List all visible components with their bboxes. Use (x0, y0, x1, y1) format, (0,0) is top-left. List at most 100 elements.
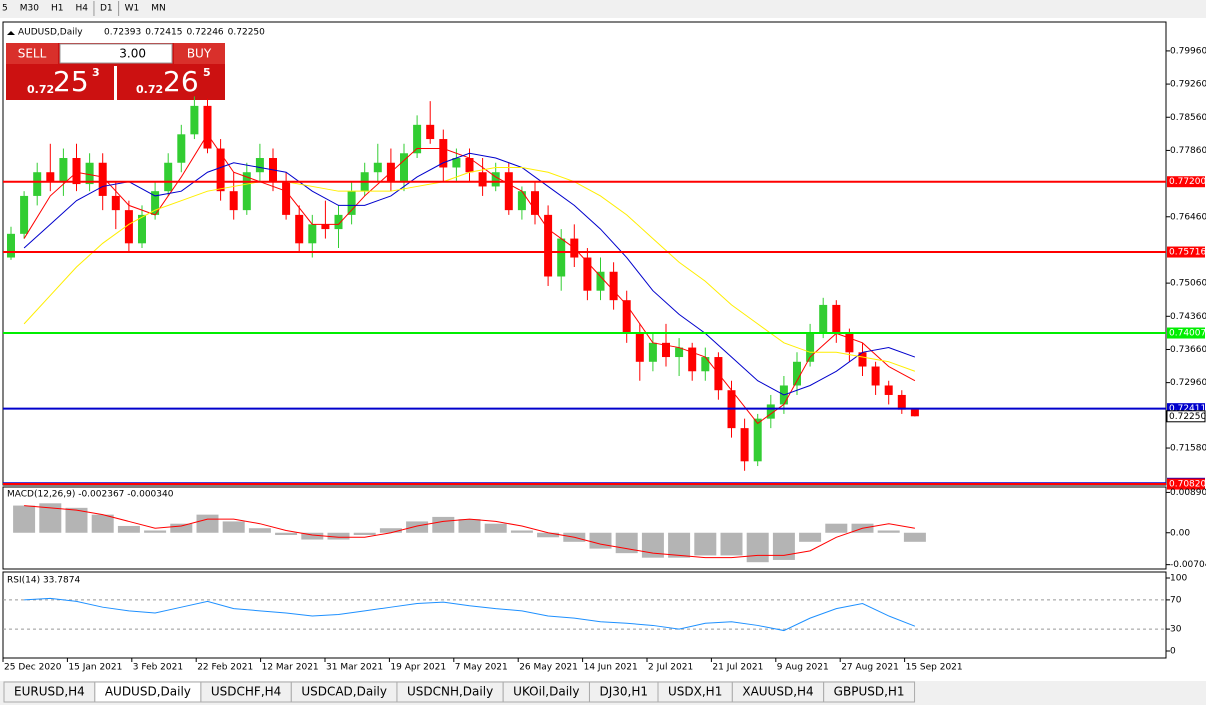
candle-body (871, 366, 880, 386)
tab[interactable]: DJ30,H1 (588, 681, 659, 703)
candle-body (177, 134, 186, 163)
timeframe[interactable]: H1 (51, 4, 64, 14)
tab-label: USDCHF,H4 (211, 685, 281, 699)
tab[interactable]: EURUSD,H4 (3, 681, 96, 703)
x-tick-label: 7 May 2021 (455, 663, 508, 673)
indicator-title: MACD(12,26,9) -0.002367 -0.000340 (7, 490, 174, 500)
volume: 3.00 (119, 47, 146, 61)
candle-body (884, 385, 893, 395)
ohlc-value: 0.72246 (186, 28, 223, 38)
macd-bar (746, 532, 769, 563)
candle-body (531, 191, 539, 215)
candle-body (832, 304, 841, 334)
macd-bar (275, 532, 298, 536)
timeframe[interactable]: D1 (100, 4, 113, 14)
candle-body (662, 342, 670, 358)
level-label: 0.75716 (1169, 248, 1206, 258)
candle-body (321, 224, 330, 230)
candle-body (46, 172, 55, 182)
candle-body (439, 139, 448, 168)
candle-body (675, 347, 684, 358)
macd-bar (379, 528, 402, 533)
candle-body (609, 271, 618, 301)
tab[interactable]: UKOil,Daily (502, 681, 590, 703)
tab[interactable]: USDCHF,H4 (200, 681, 292, 703)
ohlc-value: 0.72250 (228, 28, 265, 38)
tab[interactable]: USDX,H1 (657, 681, 733, 703)
y-tick-label: 0.79260 (1170, 80, 1206, 90)
candle-body (426, 124, 435, 140)
y-tick-label: 0.78560 (1170, 113, 1206, 123)
macd-bar (537, 532, 560, 538)
candle-body (557, 238, 566, 277)
candle-body (635, 333, 644, 362)
y-tick-label: 100 (1170, 573, 1187, 583)
candle-body (910, 409, 919, 417)
candle-body (242, 172, 251, 211)
candle-body (190, 105, 199, 135)
candle-body (504, 172, 513, 211)
y-tick-label: 0.72960 (1170, 378, 1206, 388)
candle-body (622, 300, 631, 334)
timeframe[interactable]: 5 (2, 4, 8, 14)
tab-label: USDX,H1 (668, 685, 722, 699)
timeframe[interactable]: M30 (20, 4, 39, 14)
candle-body (897, 394, 906, 410)
candle-body (295, 214, 304, 244)
timeframe[interactable]: H4 (75, 4, 88, 14)
collapse-icon (7, 31, 15, 35)
macd-bar (825, 523, 848, 533)
x-tick-label: 9 Aug 2021 (777, 663, 829, 673)
tab[interactable]: USDCNH,Daily (396, 681, 504, 703)
symbol: AUDUSD,Daily (18, 28, 83, 38)
tab[interactable]: XAUUSD,H4 (731, 681, 825, 703)
macd-bar (91, 514, 114, 533)
candle-body (400, 153, 408, 182)
candle-body (806, 333, 815, 362)
macd-bar (170, 523, 193, 533)
macd-bar (484, 523, 507, 533)
candle-body (72, 158, 81, 185)
candle-body (858, 352, 867, 367)
tab[interactable]: USDCAD,Daily (290, 681, 398, 703)
timeframe[interactable]: MN (151, 4, 166, 14)
indicator-title: RSI(14) 33.7874 (7, 576, 80, 586)
buy-prefix: 0.72 (136, 83, 163, 96)
tab[interactable]: AUDUSD,Daily (94, 681, 202, 703)
buy-sup: 5 (203, 66, 211, 79)
macd-bar (327, 532, 350, 540)
candle-body (255, 158, 264, 173)
x-tick-label: 26 May 2021 (519, 663, 578, 673)
moving-average (23, 133, 916, 425)
candle-body (478, 172, 487, 187)
candle-body (85, 162, 94, 185)
y-tick-label: 0.79960 (1170, 46, 1206, 56)
tab-label: XAUUSD,H4 (742, 685, 813, 699)
tab-label: USDCNH,Daily (407, 685, 493, 699)
candle-body (347, 191, 356, 215)
level-tag (1167, 246, 1205, 258)
candle-body (452, 158, 461, 168)
timeframe[interactable]: W1 (125, 4, 140, 14)
macd-bar (353, 532, 376, 536)
candle-body (766, 404, 775, 419)
y-tick-label: 0.76460 (1170, 212, 1206, 222)
tab-label: DJ30,H1 (599, 685, 648, 699)
volume-box[interactable] (59, 43, 173, 64)
candle-body (701, 357, 710, 372)
macd-bar (668, 532, 691, 558)
macd-bar (877, 530, 900, 533)
tab[interactable]: GBPUSD,H1 (823, 681, 916, 703)
buy-button[interactable] (174, 43, 225, 64)
candle-body (544, 214, 553, 277)
x-tick-label: 12 Mar 2021 (262, 663, 319, 673)
candle-body (124, 210, 133, 244)
candle-body (203, 105, 212, 149)
sell-prefix: 0.72 (27, 83, 54, 96)
x-tick-label: 31 Mar 2021 (326, 663, 383, 673)
macd-bar (903, 532, 926, 542)
y-tick-label: 0.75060 (1170, 279, 1206, 289)
x-tick-label: 25 Dec 2020 (4, 663, 62, 673)
sell-button[interactable] (6, 43, 58, 64)
